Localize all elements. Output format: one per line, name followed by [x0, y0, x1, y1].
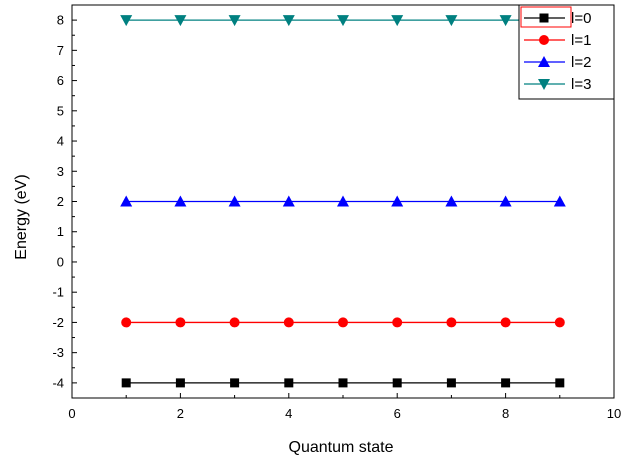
x-tick-label: 10 [607, 406, 621, 421]
legend-marker [538, 79, 550, 90]
series-0 [121, 378, 565, 388]
x-tick-label: 0 [68, 406, 75, 421]
data-point [228, 15, 241, 27]
y-tick-label: 0 [57, 254, 64, 269]
y-tick-label: -3 [52, 345, 64, 360]
data-point [501, 378, 511, 388]
data-point [337, 195, 349, 207]
data-point [391, 15, 404, 27]
data-point [446, 317, 457, 328]
x-tick-label: 8 [502, 406, 509, 421]
data-point [555, 378, 565, 388]
y-tick-label: 6 [57, 73, 64, 88]
data-point [392, 317, 403, 328]
y-tick-label: -4 [52, 375, 64, 390]
data-point [445, 15, 458, 27]
data-point [499, 15, 512, 27]
data-point [175, 378, 185, 388]
data-point [120, 15, 133, 27]
legend: l=0 l=1 l=2 l=3 [518, 4, 615, 100]
series-2 [120, 195, 566, 207]
data-point [283, 317, 294, 328]
y-tick-label: 3 [57, 164, 64, 179]
data-point [338, 317, 348, 328]
y-tick-label: 1 [57, 224, 64, 239]
y-tick-label: 4 [57, 134, 64, 149]
series-1 [121, 317, 565, 328]
data-point [392, 378, 402, 388]
data-point [174, 195, 187, 207]
series-group [120, 15, 566, 388]
x-axis-label: Quantum state [289, 439, 394, 456]
y-axis-label: Energy (eV) [13, 174, 30, 259]
legend-box [518, 4, 615, 100]
data-point [445, 195, 458, 207]
data-point [228, 195, 241, 207]
y-tick-label: 7 [57, 43, 64, 58]
y-tick-label: 5 [57, 103, 64, 118]
data-point [120, 195, 133, 207]
y-tick-label: -2 [52, 315, 64, 330]
data-point [175, 317, 186, 328]
data-point [230, 378, 240, 388]
ticks: 0 2 4 6 8 10 -4 -3 -2 -1 0 1 2 3 4 5 6 7 8 [52, 4, 621, 421]
x-tick-label: 2 [177, 406, 184, 421]
y-tick-label: 8 [57, 13, 64, 28]
data-point [499, 195, 512, 207]
legend-marker [539, 13, 549, 23]
data-point [338, 378, 348, 388]
series-3 [120, 15, 566, 27]
legend-marker [538, 56, 550, 67]
data-point [282, 195, 295, 207]
data-point [121, 378, 131, 388]
data-point [391, 195, 404, 207]
legend-selection [520, 6, 572, 28]
data-point [500, 317, 511, 328]
x-tick-label: 4 [285, 406, 292, 421]
data-point [446, 378, 456, 388]
x-tick-label: 6 [394, 406, 401, 421]
legend-label: l=0 [571, 10, 591, 27]
legend-label: l=3 [571, 76, 591, 93]
data-point [554, 317, 565, 328]
y-tick-label: 2 [57, 194, 64, 209]
y-tick-label: -1 [52, 285, 64, 300]
data-point [282, 15, 295, 27]
data-point [284, 378, 294, 388]
legend-marker [539, 35, 549, 45]
legend-label: l=2 [571, 54, 591, 71]
data-point [229, 317, 240, 328]
data-point [121, 317, 132, 328]
data-point [553, 195, 566, 207]
data-point [174, 15, 187, 27]
data-point [337, 15, 349, 27]
legend-label: l=1 [571, 32, 591, 49]
